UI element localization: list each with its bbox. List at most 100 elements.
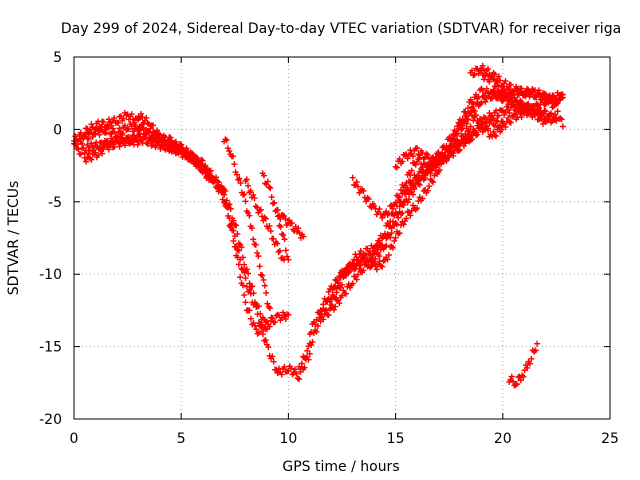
x-tick-label: 15 (387, 431, 405, 447)
data-point (490, 128, 497, 135)
data-point (275, 248, 282, 255)
data-point (426, 183, 433, 190)
data-point (242, 299, 249, 306)
data-point (205, 166, 211, 173)
data-point (554, 108, 561, 115)
data-point (403, 179, 410, 186)
data-point (495, 83, 502, 90)
data-point (483, 122, 490, 129)
data-point (385, 252, 392, 259)
series-4 (81, 132, 142, 165)
data-point (522, 93, 529, 100)
x-axis-label: GPS time / hours (282, 459, 399, 475)
data-point (243, 176, 250, 183)
data-point (344, 269, 351, 276)
data-point (535, 87, 542, 94)
data-point (419, 149, 426, 156)
data-point (393, 221, 400, 228)
data-point (385, 210, 392, 217)
data-point (105, 146, 112, 153)
data-point (281, 236, 288, 243)
series-9 (274, 206, 307, 241)
data-point (255, 253, 262, 260)
data-point (443, 157, 450, 164)
data-point (98, 139, 105, 146)
data-point (262, 337, 269, 344)
data-point (424, 151, 431, 158)
data-point (360, 188, 367, 195)
data-point (384, 256, 391, 263)
data-point (266, 223, 273, 230)
data-point (134, 141, 141, 148)
data-point (479, 118, 486, 125)
data-point (235, 261, 242, 268)
data-point (426, 167, 433, 174)
data-point (388, 225, 395, 232)
data-point (389, 205, 396, 212)
data-point (520, 373, 527, 380)
data-point (357, 248, 364, 255)
data-point (272, 319, 278, 326)
data-point (88, 121, 95, 128)
data-point (285, 256, 292, 263)
data-point (261, 282, 268, 289)
y-tick-label: 5 (53, 50, 62, 66)
data-point (156, 131, 163, 138)
data-point (88, 140, 95, 147)
data-point (195, 158, 202, 165)
data-point (495, 112, 502, 119)
chart-title: Day 299 of 2024, Sidereal Day-to-day VTE… (61, 21, 621, 37)
data-point (143, 139, 150, 146)
data-point (466, 128, 473, 135)
data-point (486, 93, 493, 100)
data-point (103, 129, 110, 136)
data-point (99, 150, 106, 157)
data-point (411, 184, 418, 191)
data-point (407, 186, 414, 193)
data-point (479, 62, 486, 69)
data-point (517, 377, 524, 384)
data-point (343, 265, 350, 272)
data-point (233, 171, 240, 178)
data-point (242, 198, 249, 205)
data-point (510, 378, 517, 385)
data-point (190, 151, 197, 158)
data-point (250, 290, 257, 297)
data-point (478, 67, 485, 74)
data-point (116, 125, 123, 132)
series-7 (242, 176, 288, 263)
data-point (365, 196, 372, 203)
data-point (490, 76, 497, 83)
data-point (517, 97, 524, 104)
data-point (493, 93, 500, 100)
data-point (237, 180, 244, 187)
data-point (103, 140, 110, 147)
series-5 (135, 110, 213, 184)
series-16 (349, 108, 506, 221)
data-point (280, 309, 287, 316)
data-point (436, 166, 443, 173)
data-point (518, 114, 525, 121)
data-point (464, 105, 471, 112)
data-point (406, 191, 412, 198)
data-point (508, 373, 515, 380)
data-point (271, 199, 278, 206)
data-point (200, 163, 207, 170)
series-17 (392, 123, 474, 171)
data-point (265, 344, 272, 351)
data-point (115, 119, 122, 126)
data-point (414, 144, 421, 151)
data-point (309, 339, 316, 346)
data-point (128, 138, 135, 145)
data-point (167, 137, 174, 144)
data-point (293, 370, 300, 377)
data-point (544, 117, 551, 124)
data-point (282, 215, 289, 222)
data-point (285, 311, 292, 318)
data-point (384, 231, 391, 238)
y-tick-label: -5 (48, 195, 62, 211)
data-point (399, 202, 406, 209)
data-point (507, 81, 514, 88)
data-point (491, 71, 498, 78)
data-point (512, 381, 519, 388)
